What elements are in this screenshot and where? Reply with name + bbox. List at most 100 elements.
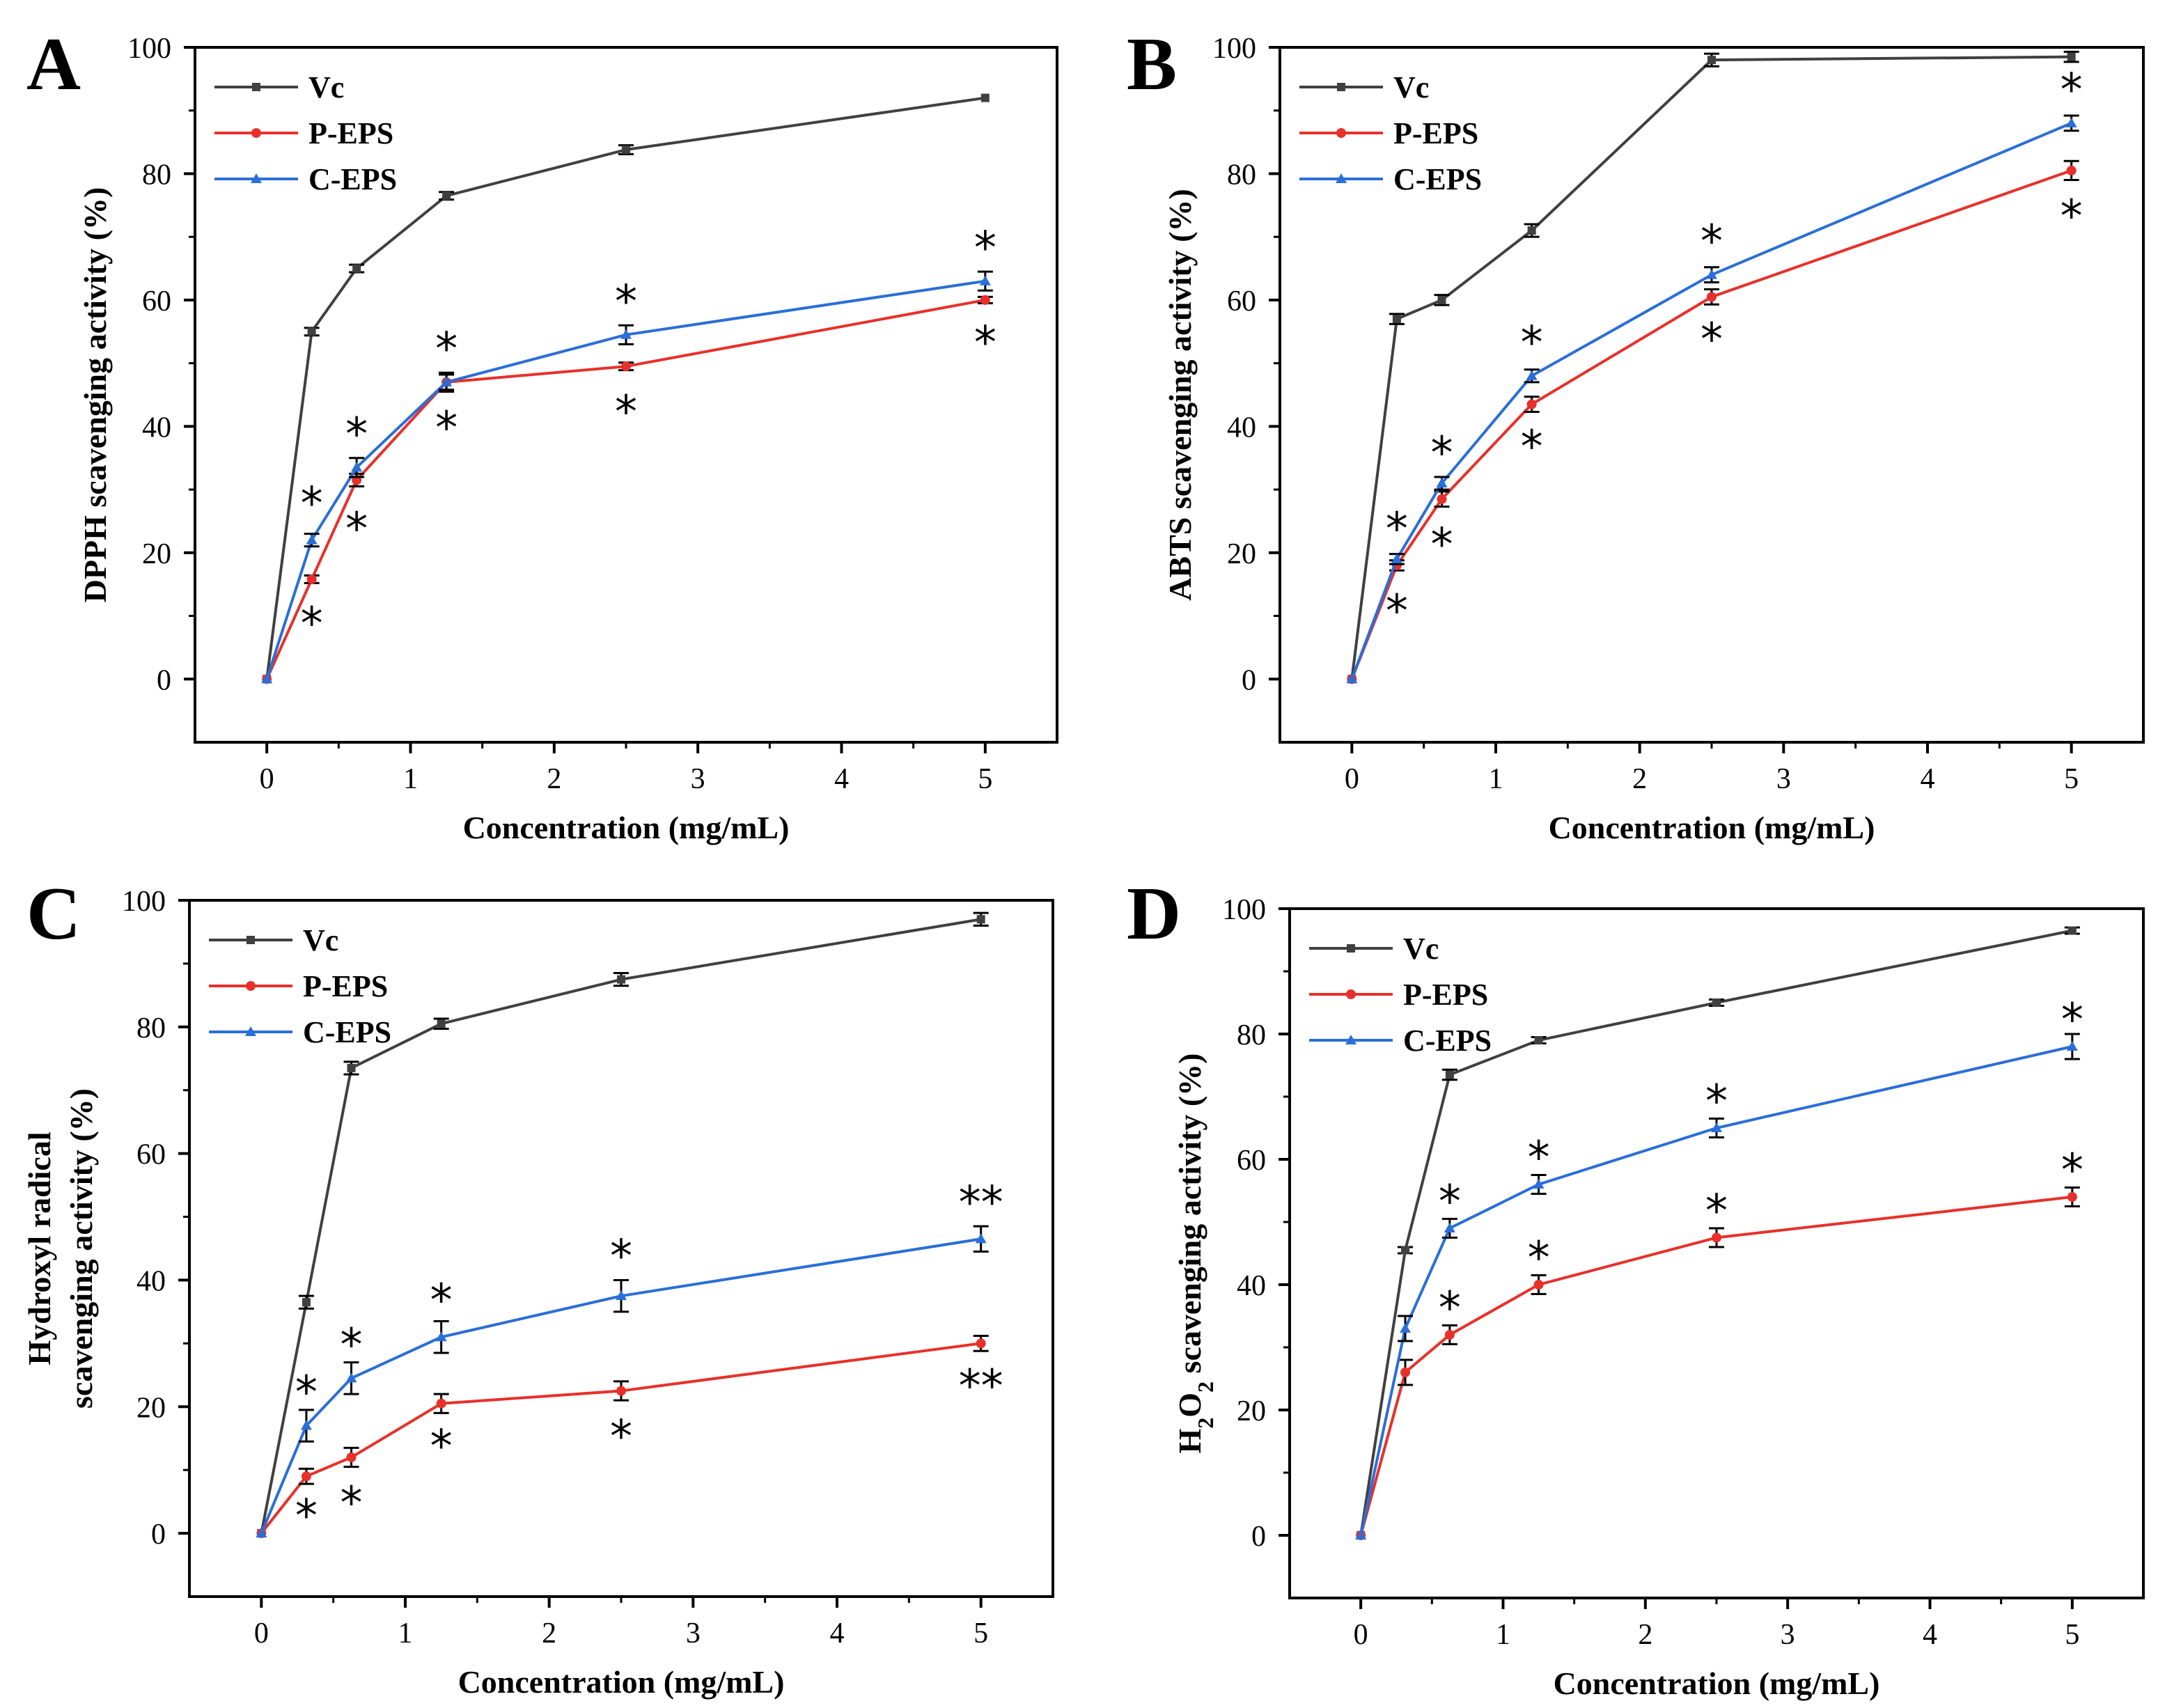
x-tick-label: 4 <box>830 1617 845 1650</box>
data-point <box>1712 1232 1721 1243</box>
y-tick-label: 20 <box>142 538 171 570</box>
legend-label: Vc <box>308 70 344 104</box>
data-point <box>1527 226 1536 235</box>
series-line-c-eps <box>1350 122 2072 680</box>
legend-label: P-EPS <box>303 969 388 1003</box>
significance-mark: * <box>615 276 637 328</box>
significance-mark: ** <box>959 1361 1003 1412</box>
data-point <box>306 534 318 544</box>
series-line-vc <box>260 918 981 1534</box>
x-tick-label: 0 <box>254 1617 269 1650</box>
significance-mark: * <box>295 1368 318 1419</box>
legend-label: P-EPS <box>1403 978 1488 1012</box>
panel-b: B 0 1 2 3 4 5 0 20 40 60 80 100 Concentration (mg/mL)… <box>1127 23 2145 845</box>
data-point <box>2067 1192 2077 1202</box>
data-point <box>1400 1323 1412 1333</box>
significance-mark: * <box>345 504 368 556</box>
data-point <box>1533 1280 1544 1290</box>
data-point <box>2067 52 2076 61</box>
data-point <box>435 1331 447 1342</box>
data-point <box>1444 1330 1455 1340</box>
x-tick-label: 5 <box>974 1617 988 1650</box>
data-point <box>1526 399 1537 409</box>
y-tick-label: 20 <box>136 1392 166 1424</box>
x-tick-label: 2 <box>547 763 561 795</box>
data-point <box>976 915 985 924</box>
panel-letter: B <box>1127 23 1177 106</box>
x-tick-label: 0 <box>260 763 274 795</box>
data-point <box>1711 1122 1722 1132</box>
data-point <box>351 462 363 472</box>
x-tick-label: 2 <box>542 1617 556 1650</box>
x-tick-label: 4 <box>834 763 849 795</box>
y-axis-title-part: scavenging activity (%) <box>1172 1053 1207 1381</box>
data-point <box>442 191 451 201</box>
data-point <box>307 327 316 336</box>
data-point <box>1437 494 1447 504</box>
significance-mark: * <box>341 1478 363 1530</box>
significance-mark: * <box>2061 191 2083 242</box>
data-point <box>302 1298 311 1307</box>
data-point <box>1391 553 1402 563</box>
significance-mark: * <box>1431 519 1453 571</box>
x-tick-label: 3 <box>1776 763 1791 795</box>
y-axis-title-part: 2 <box>1193 1418 1218 1429</box>
significance-mark: ** <box>959 1177 1003 1229</box>
x-tick-label: 5 <box>2065 1619 2079 1651</box>
legend-marker <box>1336 128 1346 138</box>
significance-mark: * <box>430 1421 453 1473</box>
data-point <box>306 574 317 584</box>
significance-mark: * <box>435 402 458 454</box>
data-point <box>1707 56 1716 65</box>
x-tick-label: 4 <box>1921 763 1935 795</box>
data-point <box>1533 1179 1545 1189</box>
data-point <box>976 1338 986 1349</box>
data-point <box>1526 370 1538 380</box>
y-tick-label: 60 <box>136 1139 166 1171</box>
data-point <box>301 1471 311 1482</box>
y-tick-label: 100 <box>127 33 171 65</box>
legend-label: Vc <box>303 923 338 957</box>
data-point <box>2065 117 2077 127</box>
legend-marker <box>1336 173 1347 183</box>
y-axis-title: H2O2 scavenging activity (%) <box>1172 1053 1218 1454</box>
series-line-vc <box>265 96 986 680</box>
data-point <box>1437 295 1446 304</box>
y-tick-label: 60 <box>1227 285 1256 318</box>
data-point <box>437 1019 446 1028</box>
significance-mark: * <box>1521 318 1543 369</box>
data-point <box>2066 1041 2078 1051</box>
series-line-p-eps <box>1350 169 2072 680</box>
data-point <box>1706 269 1717 279</box>
significance-mark: * <box>1521 422 1543 473</box>
data-point <box>1445 1070 1454 1079</box>
significance-mark: * <box>610 1231 632 1283</box>
data-point <box>980 295 990 305</box>
data-point <box>441 376 453 386</box>
x-axis-title: Concentration (mg/mL) <box>1554 1666 1880 1701</box>
plot-frame <box>1288 907 2145 1599</box>
significance-mark: * <box>974 223 996 274</box>
y-tick-label: 40 <box>136 1265 166 1297</box>
data-point <box>975 1233 987 1244</box>
data-point <box>616 1290 627 1301</box>
y-tick-label: 0 <box>1251 1521 1266 1553</box>
x-tick-label: 4 <box>1923 1619 1937 1651</box>
y-tick-label: 80 <box>142 159 171 191</box>
data-point <box>300 1420 312 1430</box>
panel-letter: D <box>1127 872 1181 955</box>
legend-marker <box>252 83 260 91</box>
panel-d: D 0 1 2 3 4 5 0 20 40 60 80 100 Concentration (mg/mL)… <box>1127 872 2145 1701</box>
y-axis-title: ABTS scavenging activity (%) <box>1162 189 1198 601</box>
data-point <box>621 361 631 372</box>
y-tick-label: 100 <box>1222 894 1266 926</box>
series-line-vc <box>1359 929 2073 1536</box>
significance-mark: * <box>1439 1177 1461 1228</box>
significance-mark: * <box>1439 1283 1461 1335</box>
x-tick-label: 0 <box>1345 763 1359 795</box>
panel-c: C 0 1 2 3 4 5 0 20 40 60 80 100 Concentration (mg/mL)… <box>22 872 1054 1700</box>
data-point <box>1392 315 1401 324</box>
significance-mark: * <box>1705 1186 1728 1237</box>
x-tick-label: 5 <box>978 763 992 795</box>
